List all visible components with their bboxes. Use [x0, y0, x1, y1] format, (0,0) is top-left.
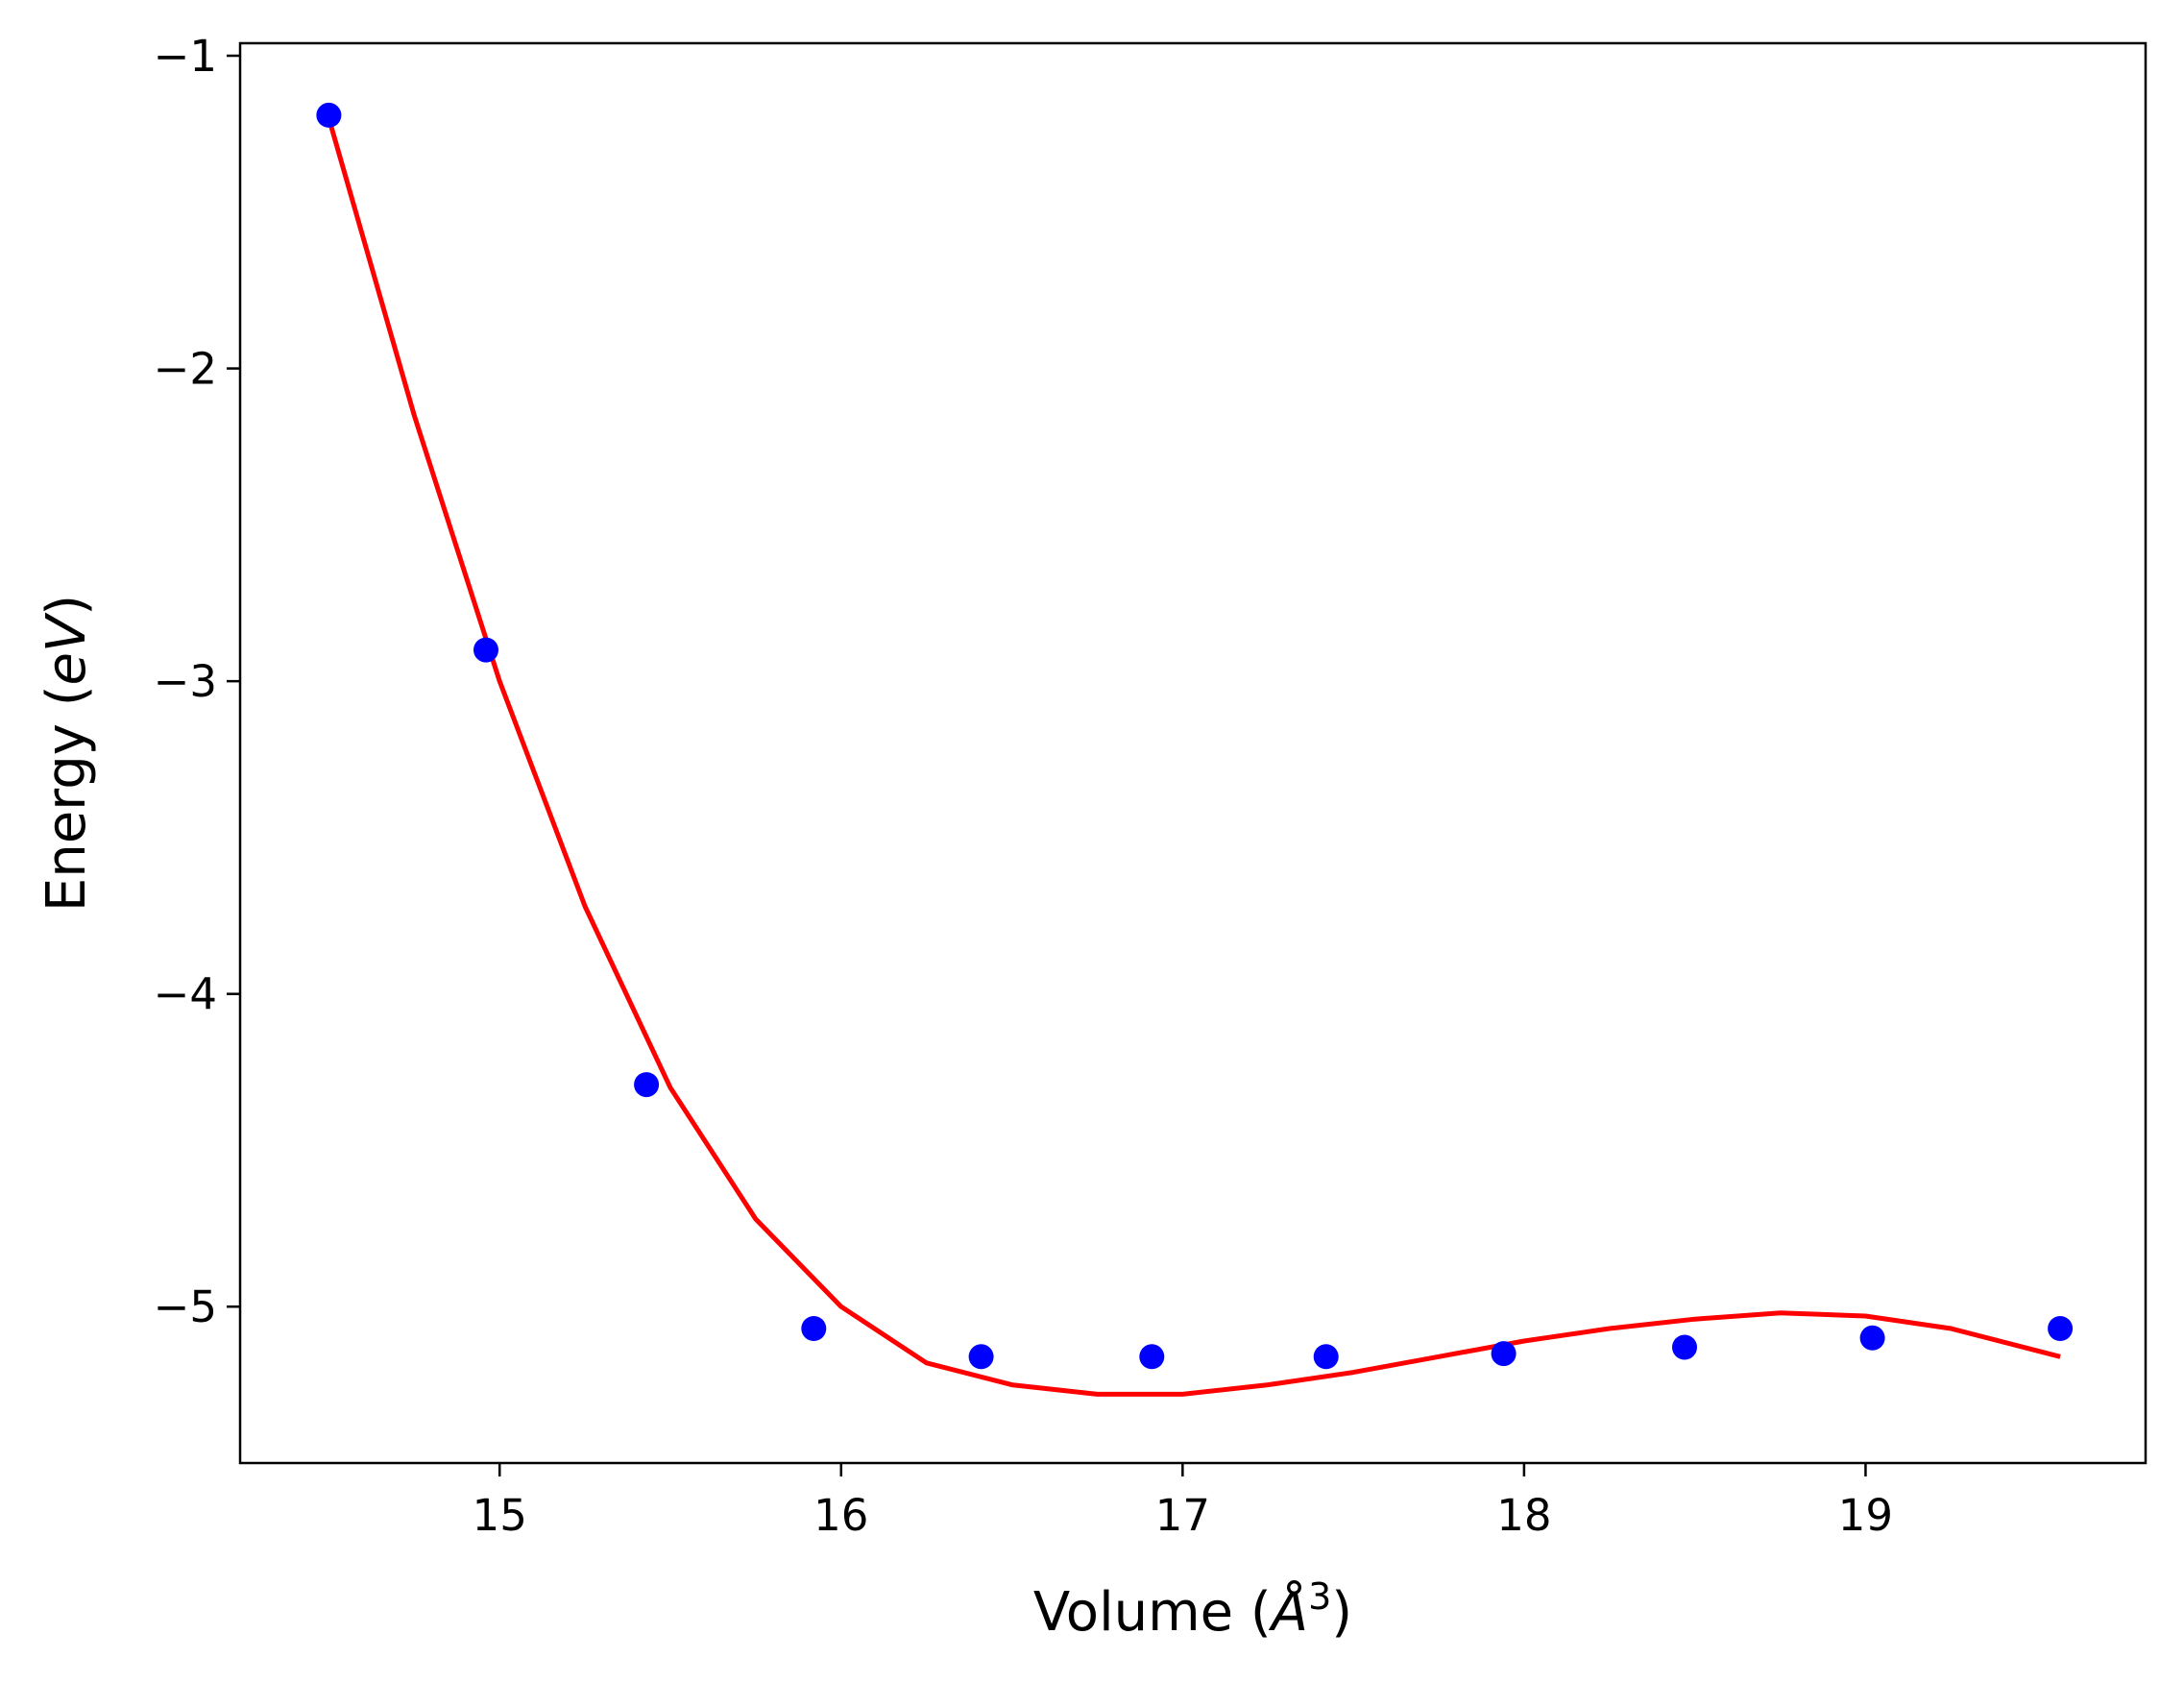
axis-ticks: 15 16 17 18 19 −1 −2 −3 −4 −5	[154, 31, 1893, 1541]
data-point	[316, 102, 342, 128]
data-point	[1313, 1344, 1339, 1370]
fit-curve	[326, 117, 2061, 1397]
x-tick-label: 15	[473, 1490, 527, 1541]
y-axis-label-unit: eV	[36, 612, 98, 685]
data-point	[2048, 1316, 2074, 1341]
y-tick-label: −3	[154, 656, 217, 707]
axes-frame	[238, 41, 2148, 1465]
x-axis-label: Volume (Å3)	[1033, 1575, 1352, 1644]
x-axis-label-exponent: 3	[1308, 1575, 1331, 1618]
data-point	[968, 1344, 994, 1370]
x-axis-label-unit: Å	[1269, 1580, 1308, 1644]
x-tick-label: 18	[1496, 1490, 1551, 1541]
data-point	[801, 1316, 827, 1341]
y-axis-label-prefix: Energy (	[36, 685, 98, 912]
data-point	[1859, 1325, 1885, 1351]
x-tick-label: 16	[813, 1490, 868, 1541]
data-point	[473, 637, 498, 663]
plot-area	[316, 102, 2074, 1397]
x-tick-label: 17	[1155, 1490, 1210, 1541]
x-axis-label-prefix: Volume (	[1033, 1581, 1272, 1644]
data-point	[1139, 1344, 1165, 1370]
x-axis-label-suffix: )	[1331, 1581, 1352, 1644]
y-tick-label: −1	[154, 31, 217, 82]
y-axis-label: Energy (eV)	[36, 595, 98, 912]
y-tick-label: −2	[154, 344, 217, 395]
y-tick-label: −5	[154, 1281, 217, 1332]
data-point	[1672, 1334, 1697, 1360]
data-point	[634, 1072, 660, 1098]
data-point	[1491, 1341, 1517, 1367]
x-tick-label: 19	[1838, 1490, 1893, 1541]
y-axis-label-suffix: )	[36, 595, 98, 616]
y-tick-label: −4	[154, 969, 217, 1020]
